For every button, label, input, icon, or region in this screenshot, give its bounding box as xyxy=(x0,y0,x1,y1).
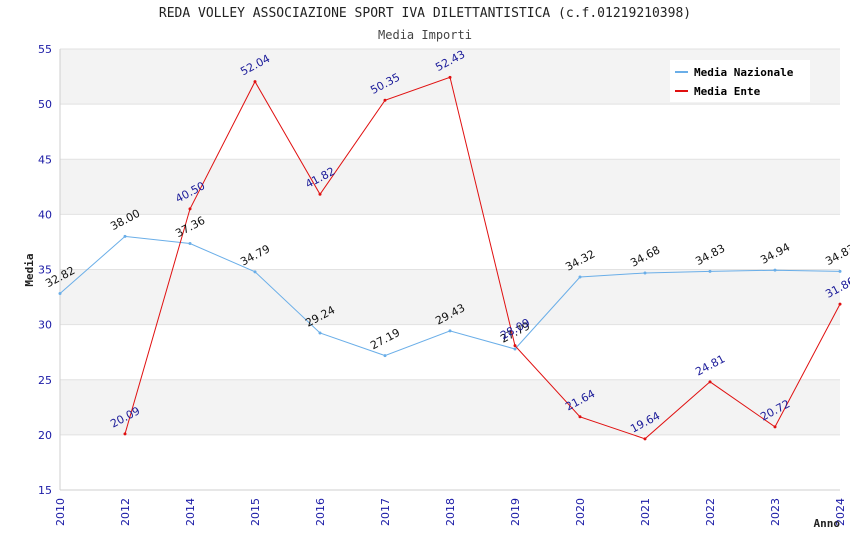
y-tick-label: 55 xyxy=(38,43,52,56)
chart-title: REDA VOLLEY ASSOCIAZIONE SPORT IVA DILET… xyxy=(158,6,692,21)
legend-label-media-ente: Media Ente xyxy=(694,85,761,98)
x-tick-label: 2024 xyxy=(834,498,847,526)
data-point xyxy=(513,344,517,348)
y-tick-label: 35 xyxy=(38,264,52,277)
x-tick-label: 2018 xyxy=(444,498,457,526)
x-axis-title: Anno xyxy=(814,517,841,530)
y-tick-label: 45 xyxy=(38,153,52,166)
y-tick-label: 25 xyxy=(38,374,52,387)
data-point xyxy=(643,271,647,275)
data-point xyxy=(448,75,452,79)
y-tick-label: 40 xyxy=(38,208,52,221)
data-label: 24.81 xyxy=(693,352,727,378)
grid-band xyxy=(60,379,840,435)
data-point xyxy=(578,275,582,279)
chart-bands xyxy=(60,49,840,435)
data-point xyxy=(383,354,387,358)
chart-series-lines xyxy=(58,75,842,441)
data-point xyxy=(708,269,712,273)
data-point xyxy=(773,425,777,429)
legend-box xyxy=(670,60,810,102)
data-point xyxy=(253,80,257,84)
data-point xyxy=(318,192,322,196)
data-point xyxy=(58,292,62,296)
data-point xyxy=(838,269,842,273)
x-tick-label: 2023 xyxy=(769,498,782,526)
series-line-media-ente xyxy=(124,76,841,440)
grid-band xyxy=(60,159,840,215)
x-tick-label: 2010 xyxy=(54,498,67,526)
x-axis-ticks: 2010 2012 2014 2015 2016 2017 2018 2019 2020 2021… xyxy=(54,498,847,526)
data-point xyxy=(188,241,192,245)
data-label: 34.94 xyxy=(758,241,792,267)
y-tick-label: 20 xyxy=(38,429,52,442)
chart-axes xyxy=(59,49,840,491)
y-tick-label: 50 xyxy=(38,98,52,111)
legend-label-media-nazionale: Media Nazionale xyxy=(694,66,794,79)
data-label: 27.19 xyxy=(368,326,402,352)
x-tick-label: 2016 xyxy=(314,498,327,526)
y-axis-title: Media xyxy=(23,253,36,286)
data-point xyxy=(123,234,127,238)
data-label: 37.36 xyxy=(173,214,207,240)
data-point xyxy=(513,347,517,351)
data-point xyxy=(643,437,647,441)
x-tick-label: 2015 xyxy=(249,498,262,526)
data-point xyxy=(448,329,452,333)
grid-band xyxy=(60,269,840,325)
data-label: 34.83 xyxy=(693,242,727,268)
data-point xyxy=(773,268,777,272)
data-label: 34.68 xyxy=(628,243,662,269)
data-point xyxy=(708,380,712,384)
data-point xyxy=(253,270,257,274)
x-tick-label: 2017 xyxy=(379,498,392,526)
x-tick-label: 2022 xyxy=(704,498,717,526)
chart-subtitle: Media Importi xyxy=(378,28,472,42)
data-point xyxy=(578,415,582,419)
data-point xyxy=(188,207,192,211)
x-tick-label: 2019 xyxy=(509,498,522,526)
data-point xyxy=(123,432,127,436)
x-tick-label: 2020 xyxy=(574,498,587,526)
data-point xyxy=(383,98,387,102)
y-tick-label: 15 xyxy=(38,484,52,497)
x-tick-label: 2012 xyxy=(119,498,132,526)
y-axis-ticks: 15 20 25 30 35 40 45 50 55 xyxy=(38,43,52,497)
data-label: 34.83 xyxy=(823,242,850,268)
data-label: 34.79 xyxy=(238,242,272,268)
y-tick-label: 30 xyxy=(38,319,52,332)
data-point xyxy=(318,331,322,335)
data-point xyxy=(838,302,842,306)
x-tick-label: 2021 xyxy=(639,498,652,526)
x-tick-label: 2014 xyxy=(184,498,197,526)
chart-legend: Media Nazionale Media Ente xyxy=(670,60,810,102)
